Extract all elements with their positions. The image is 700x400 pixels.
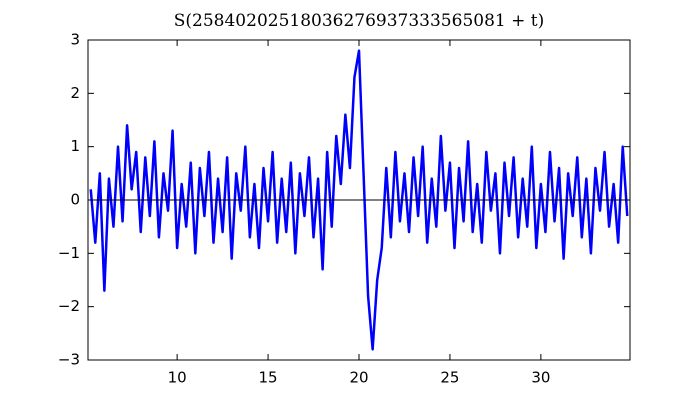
x-tick-label: 30	[531, 369, 550, 387]
x-tick-label: 20	[349, 369, 368, 387]
y-tick-label: 1	[70, 137, 80, 155]
x-tick-label: 15	[259, 369, 278, 387]
data-line	[89, 49, 629, 351]
x-tick-label: 10	[168, 369, 187, 387]
x-tick-label: 25	[440, 369, 459, 387]
y-tick-label: 2	[70, 84, 80, 102]
y-tick-label: −1	[58, 244, 80, 262]
y-tick-label: −2	[58, 297, 80, 315]
y-tick-label: −3	[58, 351, 80, 369]
y-tick-label: 3	[70, 31, 80, 49]
chart-title: S(25840202518036276937333565081 + t)	[174, 11, 544, 31]
y-tick-label: 0	[70, 191, 80, 209]
plot-area	[89, 49, 629, 351]
